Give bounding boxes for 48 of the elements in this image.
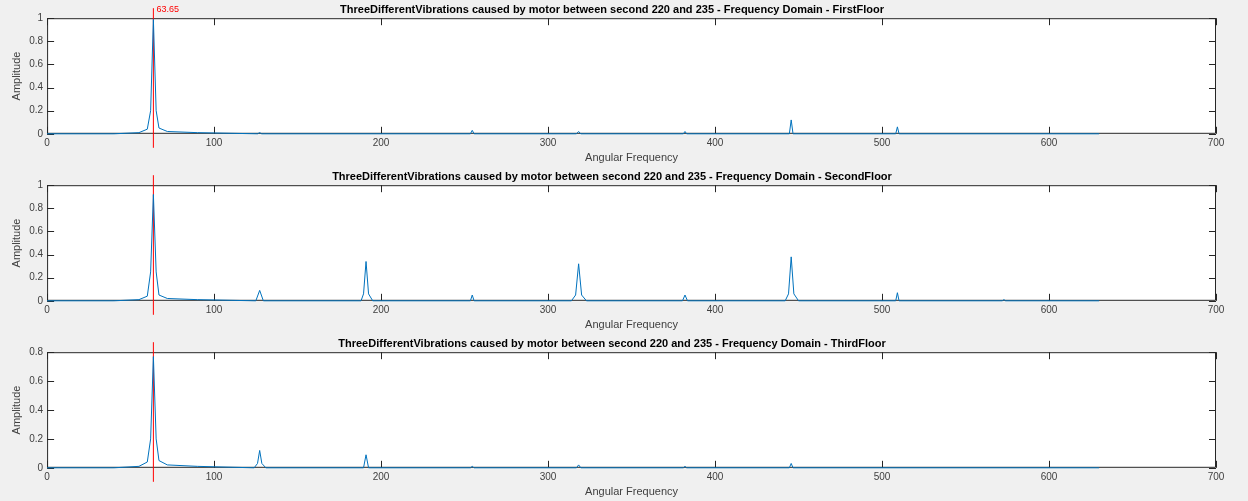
x-tick-label: 100 — [205, 136, 223, 148]
y-tick-label: 0.2 — [29, 432, 44, 444]
y-axis-title: Amplitude — [9, 218, 22, 268]
y-tick-label: 0.6 — [29, 374, 44, 386]
y-tick-label: 0.8 — [29, 35, 44, 47]
x-tick-label: 100 — [205, 470, 223, 482]
y-tick-label: 0.4 — [29, 248, 44, 260]
x-tick-label: 400 — [706, 136, 724, 148]
x-tick-label: 500 — [873, 470, 891, 482]
x-tick-label: 100 — [205, 303, 223, 315]
x-tick-label: 300 — [539, 470, 557, 482]
x-tick-label: 600 — [1040, 470, 1058, 482]
y-axis-title: Amplitude — [9, 51, 22, 101]
y-tick-label: 0 — [37, 127, 44, 139]
x-tick-label: 500 — [873, 136, 891, 148]
x-tick-label: 400 — [706, 470, 724, 482]
y-tick-label: 0 — [37, 294, 44, 306]
x-axis-title: Angular Frequency — [585, 485, 679, 498]
y-tick-label: 0.2 — [29, 104, 44, 116]
y-tick-label: 0.8 — [29, 202, 44, 214]
y-tick-label: 0.4 — [29, 81, 44, 93]
y-tick-label: 1 — [37, 178, 44, 190]
x-tick-label: 700 — [1207, 303, 1225, 315]
x-tick-label: 300 — [539, 303, 557, 315]
x-tick-label: 200 — [372, 136, 390, 148]
x-axis-title: Angular Frequency — [585, 151, 679, 164]
x-tick-label: 400 — [706, 303, 724, 315]
chart-title: ThreeDifferentVibrations caused by motor between second 220 and 235 - Frequency Domain - SecondFloor — [332, 169, 893, 182]
x-tick-label: 300 — [539, 136, 557, 148]
x-tick-label: 600 — [1040, 136, 1058, 148]
x-tick-label: 700 — [1207, 136, 1225, 148]
y-tick-label: 0.6 — [29, 58, 44, 70]
chart-title: ThreeDifferentVibrations caused by motor between second 220 and 235 - Frequency Domain - ThirdFloor — [338, 336, 887, 349]
x-tick-label: 200 — [372, 470, 390, 482]
y-tick-label: 0.6 — [29, 225, 44, 237]
chart-title: ThreeDifferentVibrations caused by motor between second 220 and 235 - Frequency Domain - FirstFloor — [340, 2, 885, 15]
y-tick-label: 0.2 — [29, 271, 44, 283]
x-tick-label: 500 — [873, 303, 891, 315]
x-axis-title: Angular Frequency — [585, 318, 679, 331]
x-tick-label: 200 — [372, 303, 390, 315]
x-tick-label: 700 — [1207, 470, 1225, 482]
y-axis-title: Amplitude — [9, 385, 22, 435]
y-tick-label: 0 — [37, 461, 44, 473]
annotation: 63.65 — [156, 4, 179, 15]
y-tick-label: 1 — [37, 11, 44, 23]
y-tick-label: 0.8 — [29, 345, 44, 357]
y-tick-label: 0.4 — [29, 403, 44, 415]
x-tick-label: 600 — [1040, 303, 1058, 315]
